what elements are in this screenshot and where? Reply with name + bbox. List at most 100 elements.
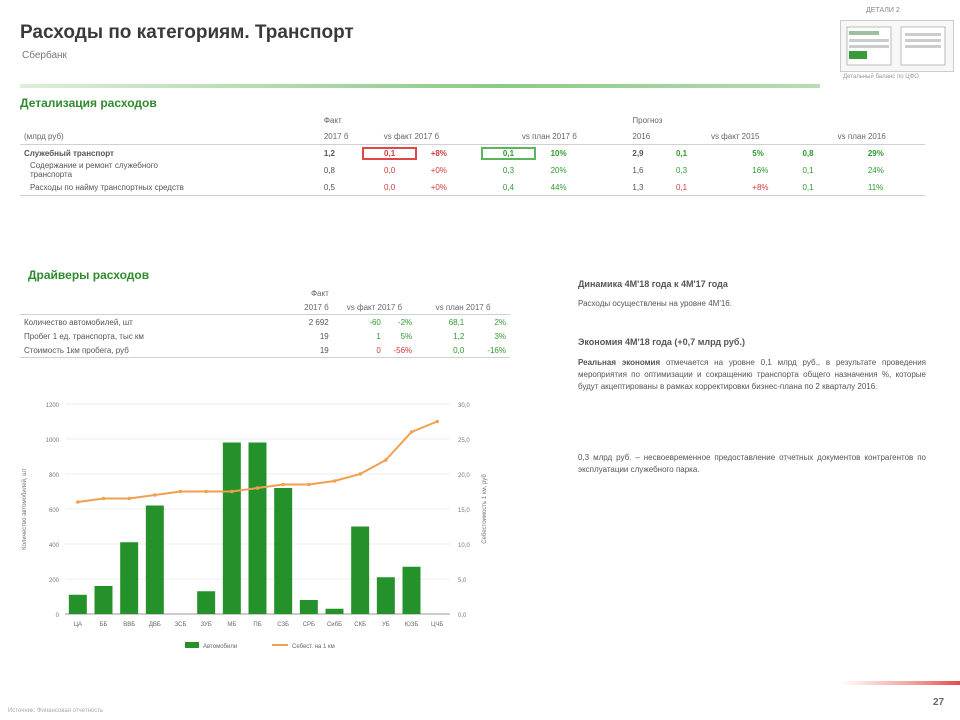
drivers-cell: -2% (397, 317, 413, 327)
chart-line-point (332, 479, 337, 483)
drivers-cell: 19 (291, 343, 333, 358)
chart-line-point (384, 458, 388, 462)
detail-col-5: 2016 (628, 128, 672, 145)
drivers-cell: -60 (369, 317, 381, 327)
x-tick-label: ЮЗБ (405, 622, 419, 628)
chart-line-point (101, 496, 106, 501)
y-tick-right: 15,0 (458, 508, 470, 514)
detail-cell: +8% (748, 179, 799, 196)
detail-row-label: Служебный транспорт (24, 148, 114, 158)
chart-line-point (435, 419, 439, 424)
chart-bar (222, 442, 241, 614)
drivers-cell: 2% (494, 317, 506, 327)
x-tick-label: УБ (382, 622, 390, 628)
drivers-cell: 3% (494, 331, 506, 341)
chart-bar (197, 591, 216, 614)
header-divider (20, 84, 820, 88)
detail-cell: 0,8 (802, 148, 814, 158)
x-tick-label: СРБ (303, 622, 315, 628)
detail-group-fact: Факт (323, 115, 342, 125)
chart-bar (351, 526, 370, 614)
page-title: Расходы по категориям. Транспорт (20, 22, 354, 43)
detail-cell: 1,6 (632, 165, 644, 175)
detail-col-0: 2017 б (319, 128, 353, 145)
y-tick-left: 800 (49, 473, 60, 479)
drivers-cell: 5% (400, 331, 413, 341)
y-tick-left: 1000 (46, 438, 60, 444)
drivers-col-3: vs план 2017 б (416, 300, 510, 315)
text-emphasis: Реальная экономия (578, 358, 661, 367)
text-paragraph-2: Реальная экономия отмечается на уровне 0… (578, 357, 926, 393)
y-tick-left: 200 (49, 578, 60, 584)
chart-bar (94, 586, 113, 614)
chart-line-point (76, 500, 80, 504)
chart-bar (402, 566, 421, 614)
thumbnail-preview[interactable] (840, 20, 954, 72)
y-axis-label-left: Количество автомобилей, шт (21, 468, 28, 550)
detail-cell: 0,3 (502, 165, 515, 175)
detail-cell: +8% (430, 148, 447, 158)
x-tick-label: ПБ (253, 622, 261, 628)
y-tick-right: 10,0 (458, 543, 470, 549)
detail-cell: 44% (546, 179, 629, 196)
chart-bar (248, 442, 267, 614)
drivers-chart: 0 200 400 600 800 1000 1200 0,0 5,0 10,0 15,0 20,0 2… (21, 403, 488, 650)
detail-cell: 5% (752, 148, 764, 158)
detail-row-label: Содержание и ремонт служебного (30, 161, 158, 170)
chart-line-point (204, 489, 208, 494)
detail-heading: Детализация расходов (20, 96, 157, 110)
thumbnail-caption: Детальный баланс по ЦФО (843, 74, 919, 80)
chart-line-point (230, 489, 234, 494)
drivers-group-fact: Факт (310, 288, 329, 298)
y-tick-right: 0,0 (458, 613, 467, 619)
y-tick-left: 1200 (46, 403, 60, 409)
thumbnail-label: ДЕТАЛИ 2 (866, 7, 900, 14)
text-paragraph-3: 0,3 млрд руб. – несвоевременное предоста… (578, 453, 926, 474)
detail-col-8: vs план 2016 (798, 128, 925, 145)
text-paragraph-1: Расходы осуществлены на уровне 4М'16. (578, 299, 732, 308)
page-number: 27 (933, 697, 945, 708)
detail-table: Факт Прогноз (млрд руб) 2017 б vs факт 2… (20, 112, 925, 196)
detail-cell: 0,1 (671, 179, 749, 196)
drivers-cell: 19 (319, 331, 329, 341)
y-tick-left: 400 (49, 543, 60, 549)
x-tick-label: ББ (100, 622, 108, 628)
chart-line-point (307, 482, 311, 487)
text-heading-1: Динамика 4М'18 года к 4М'17 года (578, 279, 728, 289)
detail-cell: 1,2 (323, 148, 335, 158)
detail-col-6: vs факт 2015 (671, 128, 799, 145)
text-heading-2: Экономия 4М'18 года (+0,7 млрд руб.) (578, 337, 745, 347)
drivers-cell: 2 692 (308, 317, 329, 327)
detail-cell: 0,1 (802, 165, 814, 175)
footer-note: Источник: Финансовая отчетность (8, 708, 104, 714)
x-tick-label: ЗУБ (201, 622, 212, 628)
footer-divider (840, 681, 960, 685)
chart-line-point (153, 493, 157, 497)
chart-bar (376, 577, 395, 614)
detail-cell: 0,4 (470, 179, 547, 196)
y-tick-right: 25,0 (458, 438, 470, 444)
detail-row-label: Расходы по найму транспортных средств (20, 179, 320, 196)
chart-bar (120, 542, 139, 614)
x-tick-label: МБ (227, 622, 236, 628)
x-tick-label: ВВБ (123, 622, 135, 628)
y-axis-label-right: Себестоимость 1 км, руб (482, 474, 488, 544)
text-paragraph-2-body: отмечается на уровне 0,1 млрд руб., в ре… (578, 358, 927, 391)
x-tick-label: ЦА (74, 622, 82, 628)
detail-col-3: vs план 2017 б (470, 128, 629, 145)
detail-cell: 0,5 (319, 179, 353, 196)
detail-unit: (млрд руб) (20, 128, 320, 145)
y-tick-right: 5,0 (458, 578, 467, 584)
detail-cell: 29% (867, 148, 884, 158)
detail-cell: 0,1 (798, 179, 864, 196)
detail-cell: +0% (426, 179, 471, 196)
drivers-cell: 1,2 (453, 331, 465, 341)
x-tick-label: СКБ (354, 622, 366, 628)
chart-line-point (358, 472, 362, 476)
detail-cell: 16% (752, 165, 769, 175)
drivers-row-label: Пробег 1 ед. транспорта, тыс км (24, 331, 144, 341)
drivers-cell: 1 (376, 331, 381, 341)
chart-bar (274, 488, 293, 614)
detail-cell: 24% (867, 165, 884, 175)
thumbnail-icon (846, 26, 946, 66)
